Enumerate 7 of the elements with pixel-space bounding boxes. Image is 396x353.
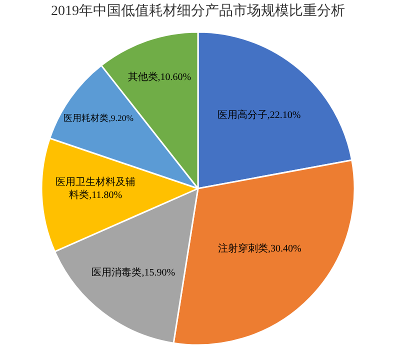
- slice-label: 其他类,10.60%: [128, 71, 192, 84]
- slice-label: 医用卫生材料及辅料类,11.80%: [56, 176, 136, 201]
- slice-label: 医用耗材类,9.20%: [64, 112, 134, 123]
- chart-title: 2019年中国低值耗材细分产品市场规模比重分析: [51, 3, 345, 20]
- slice-label: 注射穿刺类,30.40%: [218, 242, 302, 255]
- slice-label: 医用消毒类,15.90%: [92, 266, 176, 278]
- slice-label: 医用高分子,22.10%: [217, 109, 301, 122]
